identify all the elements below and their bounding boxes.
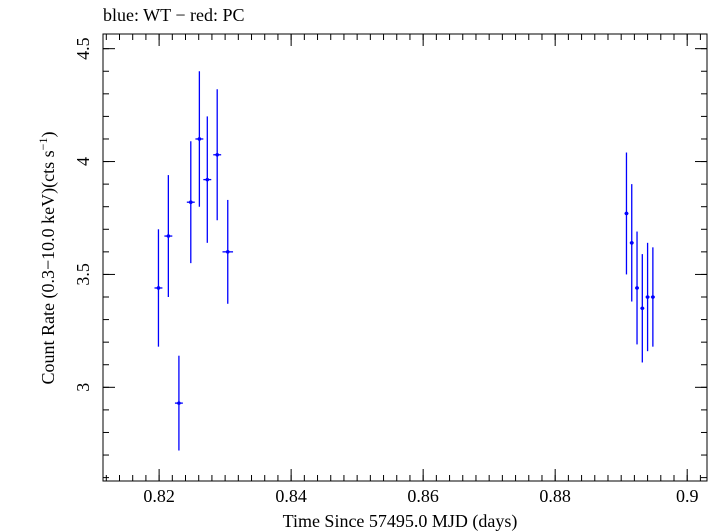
data-marker [629, 241, 634, 245]
data-marker [177, 401, 181, 405]
data-point [164, 175, 173, 298]
y-tick-label: 4 [73, 157, 93, 166]
y-tick-label: 3 [73, 383, 93, 392]
y-tick-label: 3.5 [73, 263, 93, 286]
data-marker [215, 152, 219, 157]
data-marker [205, 177, 210, 182]
data-marker [156, 286, 161, 290]
y-axis-label-close: ) [38, 132, 59, 138]
data-marker [651, 295, 655, 299]
data-point [645, 242, 650, 352]
chart-title: blue: WT − red: PC [103, 5, 244, 25]
data-point [640, 254, 645, 363]
data-point [186, 141, 195, 264]
data-marker [635, 286, 639, 290]
data-marker [166, 234, 171, 238]
x-tick-label: 0.9 [676, 486, 699, 506]
data-marker [640, 306, 645, 311]
y-axis-label: Count Rate (0.3−10.0 keV)(cts s−1) [36, 132, 59, 385]
y-axis-label-main: Count Rate (0.3−10.0 keV)(cts s [38, 150, 59, 384]
data-point [203, 116, 212, 243]
data-point [174, 355, 183, 451]
y-axis-label-superscript: −1 [36, 138, 50, 151]
data-marker [197, 137, 202, 141]
data-point [213, 89, 222, 221]
y-tick-label: 4.5 [73, 37, 93, 60]
data-point [154, 229, 163, 347]
data-point [624, 152, 629, 275]
x-ticks: 0.82 0.84 0.86 0.88 0.9 [105, 34, 701, 506]
data-marker [645, 295, 650, 299]
data-point [629, 184, 634, 302]
x-tick-label: 0.88 [539, 486, 571, 506]
data-marker [225, 250, 230, 254]
data-marker [188, 200, 193, 204]
data-point [650, 247, 655, 347]
y-ticks: 3 3.5 4 4.5 [73, 37, 707, 479]
data-points [154, 71, 655, 451]
data-point [195, 71, 204, 207]
data-point [635, 231, 640, 345]
data-marker [624, 211, 629, 216]
x-tick-label: 0.86 [407, 486, 439, 506]
x-axis-label: Time Since 57495.0 MJD (days) [283, 511, 518, 532]
x-tick-label: 0.82 [143, 486, 175, 506]
x-tick-label: 0.84 [275, 486, 307, 506]
data-point [222, 199, 234, 304]
plot-frame [102, 33, 708, 482]
